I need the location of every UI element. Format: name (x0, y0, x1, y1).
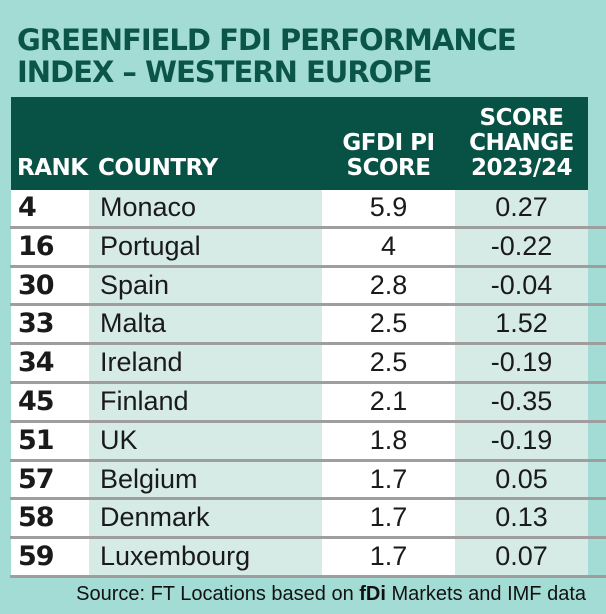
country-cell: UK (89, 422, 322, 459)
rank-cell: 34 (11, 345, 89, 381)
country-cell: Malta (89, 306, 322, 343)
score-cell: 2.1 (322, 383, 455, 420)
score-change-cell: 1.52 (455, 306, 588, 343)
score-change-cell: 0.13 (455, 500, 588, 537)
country-cell: Monaco (89, 190, 322, 226)
table-row: 57 Belgium 1.7 0.05 (11, 461, 588, 498)
country-cell: Spain (89, 267, 322, 304)
row-separator (10, 225, 606, 229)
country-cell: Belgium (89, 461, 322, 498)
rank-cell: 51 (11, 422, 89, 459)
table-row: 45 Finland 2.1 -0.35 (11, 383, 588, 420)
column-header-rank: RANK (11, 97, 89, 190)
score-change-cell: -0.19 (455, 422, 588, 459)
score-change-cell: 0.07 (455, 539, 588, 575)
country-cell: Finland (89, 383, 322, 420)
table-row: 16 Portugal 4 -0.22 (11, 228, 588, 265)
score-cell: 1.7 (322, 500, 455, 537)
table-row: 51 UK 1.8 -0.19 (11, 422, 588, 459)
score-cell: 1.7 (322, 539, 455, 575)
score-cell: 1.8 (322, 422, 455, 459)
country-cell: Luxembourg (89, 539, 322, 575)
rank-cell: 58 (11, 500, 89, 537)
table-row: 4 Monaco 5.9 0.27 (11, 190, 588, 226)
column-header-score-change: SCORE CHANGE 2023/24 (455, 97, 588, 190)
source-prefix: Source: FT Locations based on (76, 582, 360, 605)
score-change-cell: -0.35 (455, 383, 588, 420)
score-cell: 4 (322, 228, 455, 265)
score-cell: 2.5 (322, 306, 455, 343)
header-change-line1: SCORE (479, 105, 564, 131)
score-change-cell: -0.19 (455, 345, 588, 381)
table-row: 58 Denmark 1.7 0.13 (11, 500, 588, 537)
score-cell: 2.5 (322, 345, 455, 381)
row-separator (10, 419, 606, 423)
rank-cell: 30 (11, 267, 89, 304)
row-separator (10, 264, 606, 268)
row-separator (10, 574, 606, 578)
country-cell: Denmark (89, 500, 322, 537)
table-row: 59 Luxembourg 1.7 0.07 (11, 539, 588, 575)
row-separator (10, 497, 606, 501)
table-row: 30 Spain 2.8 -0.04 (11, 267, 588, 304)
rank-cell: 45 (11, 383, 89, 420)
rank-cell: 4 (11, 190, 89, 226)
column-header-country: COUNTRY (89, 97, 322, 190)
column-header-score: GFDI PI SCORE (322, 97, 455, 190)
header-score-line1: GFDI PI (342, 130, 435, 156)
page-title: GREENFIELD FDI PERFORMANCE INDEX – WESTE… (0, 0, 606, 88)
source-brand-fdi: fDi (359, 582, 386, 605)
country-cell: Ireland (89, 345, 322, 381)
title-line-1: GREENFIELD FDI PERFORMANCE (17, 23, 517, 57)
header-country-label: COUNTRY (98, 155, 218, 181)
score-change-cell: -0.22 (455, 228, 588, 265)
title-line-2: INDEX – WESTERN EUROPE (17, 55, 432, 89)
table-row: 34 Ireland 2.5 -0.19 (11, 345, 588, 381)
source-attribution: Source: FT Locations based on fDi Market… (0, 583, 596, 606)
rank-cell: 59 (11, 539, 89, 575)
header-rank-label: RANK (17, 155, 88, 181)
header-change-line3: 2023/24 (471, 155, 572, 181)
rank-cell: 57 (11, 461, 89, 498)
score-cell: 2.8 (322, 267, 455, 304)
header-change-line2: CHANGE (469, 130, 574, 156)
score-change-cell: 0.05 (455, 461, 588, 498)
row-separator (10, 342, 606, 346)
table-header-row: RANK COUNTRY GFDI PI SCORE SCORE CHANGE … (11, 97, 588, 190)
row-separator (10, 380, 606, 384)
source-suffix: Markets and IMF data (385, 582, 586, 605)
country-cell: Portugal (89, 228, 322, 265)
row-separator (10, 458, 606, 462)
rank-cell: 33 (11, 306, 89, 343)
rank-cell: 16 (11, 228, 89, 265)
row-separator (10, 303, 606, 307)
header-score-line2: SCORE (346, 155, 431, 181)
table-row: 33 Malta 2.5 1.52 (11, 306, 588, 343)
score-cell: 1.7 (322, 461, 455, 498)
fdi-table: RANK COUNTRY GFDI PI SCORE SCORE CHANGE … (10, 97, 606, 578)
score-change-cell: 0.27 (455, 190, 588, 226)
score-change-cell: -0.04 (455, 267, 588, 304)
row-separator (10, 536, 606, 540)
score-cell: 5.9 (322, 190, 455, 226)
